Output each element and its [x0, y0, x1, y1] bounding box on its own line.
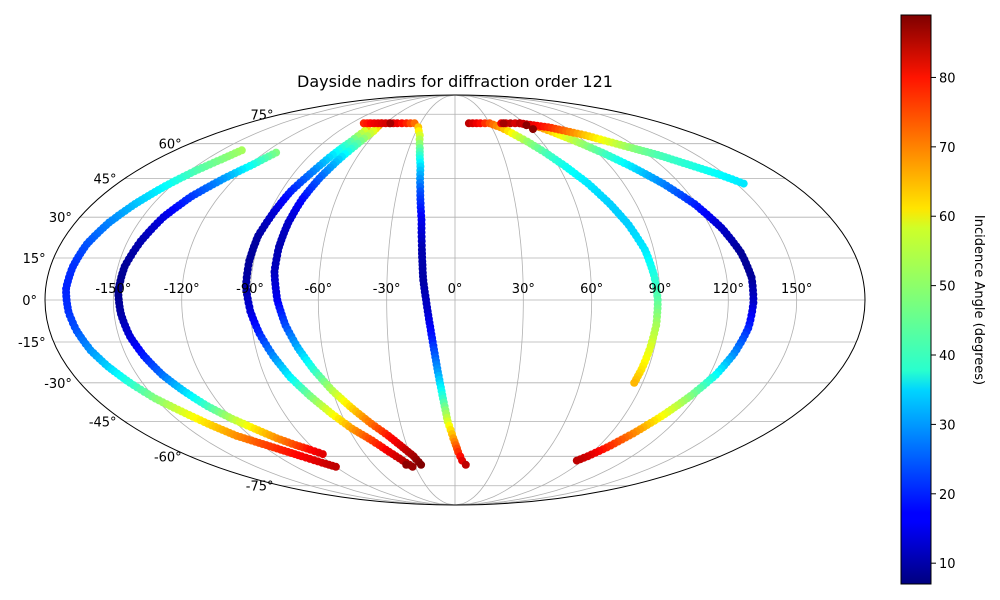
y-tick-label: 0° [22, 294, 37, 309]
y-tick-label: 15° [23, 252, 46, 267]
y-tick-label: -30° [44, 377, 72, 392]
y-tick-label: 30° [49, 211, 72, 226]
data-point [529, 125, 537, 134]
data-point [386, 119, 395, 128]
y-tick-label: -45° [89, 415, 117, 430]
axis-tick-labels: -150° -120° -90° -60° -30° 0° 30° 60° 90° 120° 150… [18, 108, 812, 494]
x-tick-label: -120° [164, 282, 200, 297]
data-point [318, 450, 327, 459]
data-point [461, 460, 470, 469]
y-tick-label: -60° [154, 450, 182, 465]
colorbar-label: Incidence Angle (degrees) [971, 215, 986, 385]
colorbar-tick-label: 20 [939, 488, 956, 503]
data-points [62, 119, 758, 471]
x-tick-label: 60° [580, 282, 603, 297]
x-tick-label: -60° [304, 282, 332, 297]
colorbar-tick-label: 50 [939, 280, 956, 295]
x-tick-label: -30° [373, 282, 401, 297]
x-tick-label: -150° [95, 282, 131, 297]
x-tick-label: 120° [713, 282, 744, 297]
map-gridlines [45, 95, 865, 505]
x-tick-label: 0° [448, 282, 463, 297]
colorbar-tick-label: 70 [939, 141, 956, 156]
colorbar: 10 20 30 40 50 60 70 80 Incidence Angle (degree… [900, 14, 986, 585]
x-tick-label: 30° [512, 282, 535, 297]
x-tick-label: -90° [236, 282, 264, 297]
data-point [408, 462, 417, 471]
data-point [499, 119, 508, 128]
y-tick-label: -15° [18, 336, 46, 351]
y-tick-label: 45° [94, 173, 117, 188]
colorbar-tick-label: 60 [939, 210, 956, 225]
y-tick-label: 60° [159, 138, 182, 153]
chart-title: Dayside nadirs for diffraction order 121 [297, 72, 613, 91]
colorbar-tick-label: 80 [939, 71, 956, 86]
data-point [630, 378, 639, 387]
x-tick-label: 90° [648, 282, 671, 297]
colorbar-gradient [900, 14, 932, 585]
data-point [402, 460, 411, 469]
y-tick-label: 75° [250, 108, 273, 123]
colorbar-ticks: 10 20 30 40 50 60 70 80 [931, 71, 956, 572]
colorbar-tick-label: 40 [939, 349, 956, 364]
data-point [331, 462, 340, 471]
x-tick-label: 150° [781, 282, 812, 297]
y-tick-label: -75° [246, 480, 274, 495]
map-boundary [44, 94, 866, 506]
colorbar-tick-label: 30 [939, 418, 956, 433]
data-point [572, 456, 581, 465]
data-point [417, 460, 426, 469]
data-point [739, 179, 748, 188]
colorbar-tick-label: 10 [939, 557, 956, 572]
data-point [522, 121, 531, 130]
